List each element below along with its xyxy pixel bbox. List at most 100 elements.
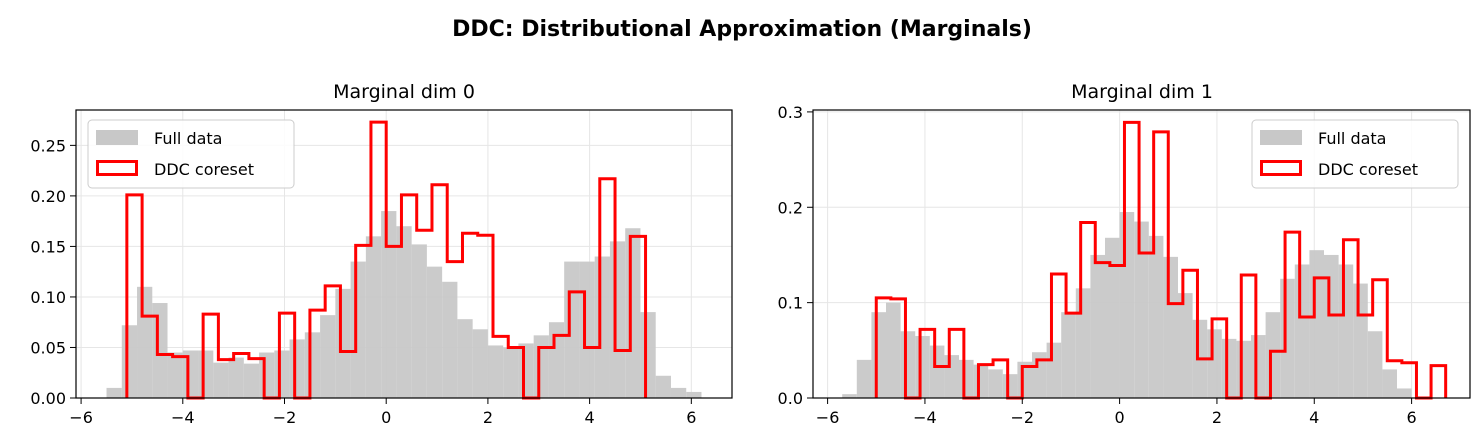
full-data-bar bbox=[1251, 335, 1266, 398]
full-data-bar bbox=[365, 236, 382, 398]
x-tick-label: 2 bbox=[483, 408, 493, 427]
axes-dim-0: −6 −4 −2 0 2 4 6 0.00 0.05 0.10 0.15 0.20 0.25 bbox=[30, 109, 733, 427]
full-data-bar bbox=[533, 335, 549, 398]
full-data-bar bbox=[1221, 338, 1237, 398]
full-data-bar bbox=[1294, 264, 1310, 398]
y-tick-label: 0.10 bbox=[30, 288, 66, 307]
y-tick-label: 0.05 bbox=[30, 338, 66, 357]
full-data-bar bbox=[988, 369, 1003, 398]
full-data-bar bbox=[396, 226, 412, 398]
full-data-bar bbox=[1178, 293, 1193, 398]
full-data-bar bbox=[487, 345, 504, 398]
full-data-bar bbox=[457, 319, 473, 398]
full-data-bar bbox=[594, 256, 610, 398]
full-data-bar bbox=[1265, 312, 1281, 398]
y-tick-label: 0.20 bbox=[30, 187, 66, 206]
x-tick-label: −2 bbox=[273, 408, 297, 427]
y-tick-label: 0.00 bbox=[30, 389, 66, 408]
legend-dim-0: Full data DDC coreset bbox=[87, 119, 295, 189]
legend-frame bbox=[87, 119, 295, 189]
full-data-bar bbox=[1207, 329, 1222, 398]
legend-swatch-ddc-coreset bbox=[1260, 160, 1302, 176]
x-tick-label: 0 bbox=[1115, 408, 1125, 427]
legend-dim-1: Full data DDC coreset bbox=[1251, 119, 1459, 189]
full-data-bar bbox=[1353, 283, 1368, 398]
full-data-bar bbox=[1338, 264, 1354, 398]
legend-label-ddc-coreset: DDC coreset bbox=[1318, 160, 1418, 179]
figure-title: DDC: Distributional Approximation (Margi… bbox=[452, 17, 1032, 42]
full-data-bar bbox=[1046, 342, 1062, 398]
full-data-bar bbox=[670, 387, 687, 398]
full-data-bars-dim-0 bbox=[106, 211, 702, 398]
full-data-bar bbox=[1075, 288, 1091, 398]
x-tick-label: 2 bbox=[1212, 408, 1222, 427]
legend-frame bbox=[1251, 119, 1459, 189]
legend-swatch-full-data bbox=[96, 130, 138, 145]
full-data-bar bbox=[1061, 312, 1076, 398]
panel-marginal-dim-1: Marginal dim 1 −6 −4 −2 0 2 4 6 0.0 0.1 0.2 0.3 Fu… bbox=[778, 81, 1471, 427]
full-data-bar bbox=[856, 359, 872, 398]
coreset-step-dim-0 bbox=[125, 120, 648, 400]
panel-marginal-dim-0: Marginal dim 0 −6 −4 −2 0 2 4 6 0.00 0.05 0.10 0.1… bbox=[30, 81, 733, 427]
full-data-bars-dim-1 bbox=[842, 212, 1412, 398]
y-tick-label: 0.15 bbox=[30, 237, 66, 256]
full-data-bar bbox=[426, 266, 443, 398]
x-tick-label: 4 bbox=[585, 408, 595, 427]
legend-label-full-data: Full data bbox=[1318, 129, 1386, 148]
full-data-bar bbox=[518, 343, 534, 398]
full-data-bar bbox=[886, 302, 901, 398]
full-data-bar bbox=[1105, 237, 1120, 398]
full-data-bar bbox=[686, 391, 702, 398]
full-data-bar bbox=[381, 211, 397, 398]
full-data-bar bbox=[1397, 388, 1412, 398]
full-data-bar bbox=[900, 331, 916, 398]
legend-label-full-data: Full data bbox=[154, 129, 222, 148]
x-tick-label: −6 bbox=[69, 408, 93, 427]
x-tick-label: −6 bbox=[816, 408, 840, 427]
full-data-bar bbox=[472, 329, 488, 398]
full-data-bar bbox=[106, 387, 122, 398]
axes-frame bbox=[75, 109, 733, 399]
x-tick-label: 4 bbox=[1309, 408, 1319, 427]
full-data-bar bbox=[121, 325, 138, 398]
legend-label-ddc-coreset: DDC coreset bbox=[154, 160, 254, 179]
legend-swatch-ddc-coreset bbox=[96, 160, 138, 176]
full-data-bar bbox=[609, 241, 626, 398]
legend-swatch-full-data bbox=[1260, 130, 1302, 145]
panel-title-dim-1: Marginal dim 1 bbox=[1071, 81, 1213, 103]
x-tick-label: 6 bbox=[1407, 408, 1417, 427]
full-data-bar bbox=[167, 352, 183, 398]
full-data-bar bbox=[289, 339, 305, 398]
full-data-bar bbox=[959, 359, 974, 398]
full-data-bar bbox=[304, 332, 321, 398]
coreset-step-line bbox=[125, 120, 648, 400]
full-data-bar bbox=[350, 261, 366, 398]
full-data-bar bbox=[442, 281, 458, 398]
full-data-bar bbox=[655, 375, 671, 398]
full-data-bar bbox=[1309, 250, 1324, 398]
full-data-bar bbox=[1090, 254, 1105, 398]
full-data-bar bbox=[915, 336, 930, 398]
y-tick-label: 0.0 bbox=[778, 389, 803, 408]
full-data-bar bbox=[871, 312, 886, 398]
axes-dim-1: −6 −4 −2 0 2 4 6 0.0 0.1 0.2 0.3 bbox=[778, 103, 1471, 427]
full-data-bar bbox=[564, 261, 580, 398]
full-data-bar bbox=[1148, 235, 1164, 398]
axes-frame bbox=[812, 109, 1471, 399]
full-data-bar bbox=[1002, 374, 1018, 398]
full-data-bar bbox=[625, 228, 641, 398]
y-tick-label: 0.2 bbox=[778, 198, 803, 217]
panel-title-dim-0: Marginal dim 0 bbox=[333, 81, 475, 103]
x-tick-label: 0 bbox=[381, 408, 391, 427]
full-data-bar bbox=[1280, 278, 1295, 398]
full-data-bar bbox=[1367, 331, 1383, 398]
full-data-bar bbox=[640, 312, 656, 398]
full-data-bar bbox=[213, 362, 229, 398]
y-tick-label: 0.25 bbox=[30, 136, 66, 155]
full-data-bar bbox=[503, 347, 519, 398]
x-tick-label: −4 bbox=[171, 408, 195, 427]
full-data-bar bbox=[228, 357, 244, 398]
full-data-bar bbox=[579, 261, 595, 398]
full-data-bar bbox=[411, 244, 427, 398]
